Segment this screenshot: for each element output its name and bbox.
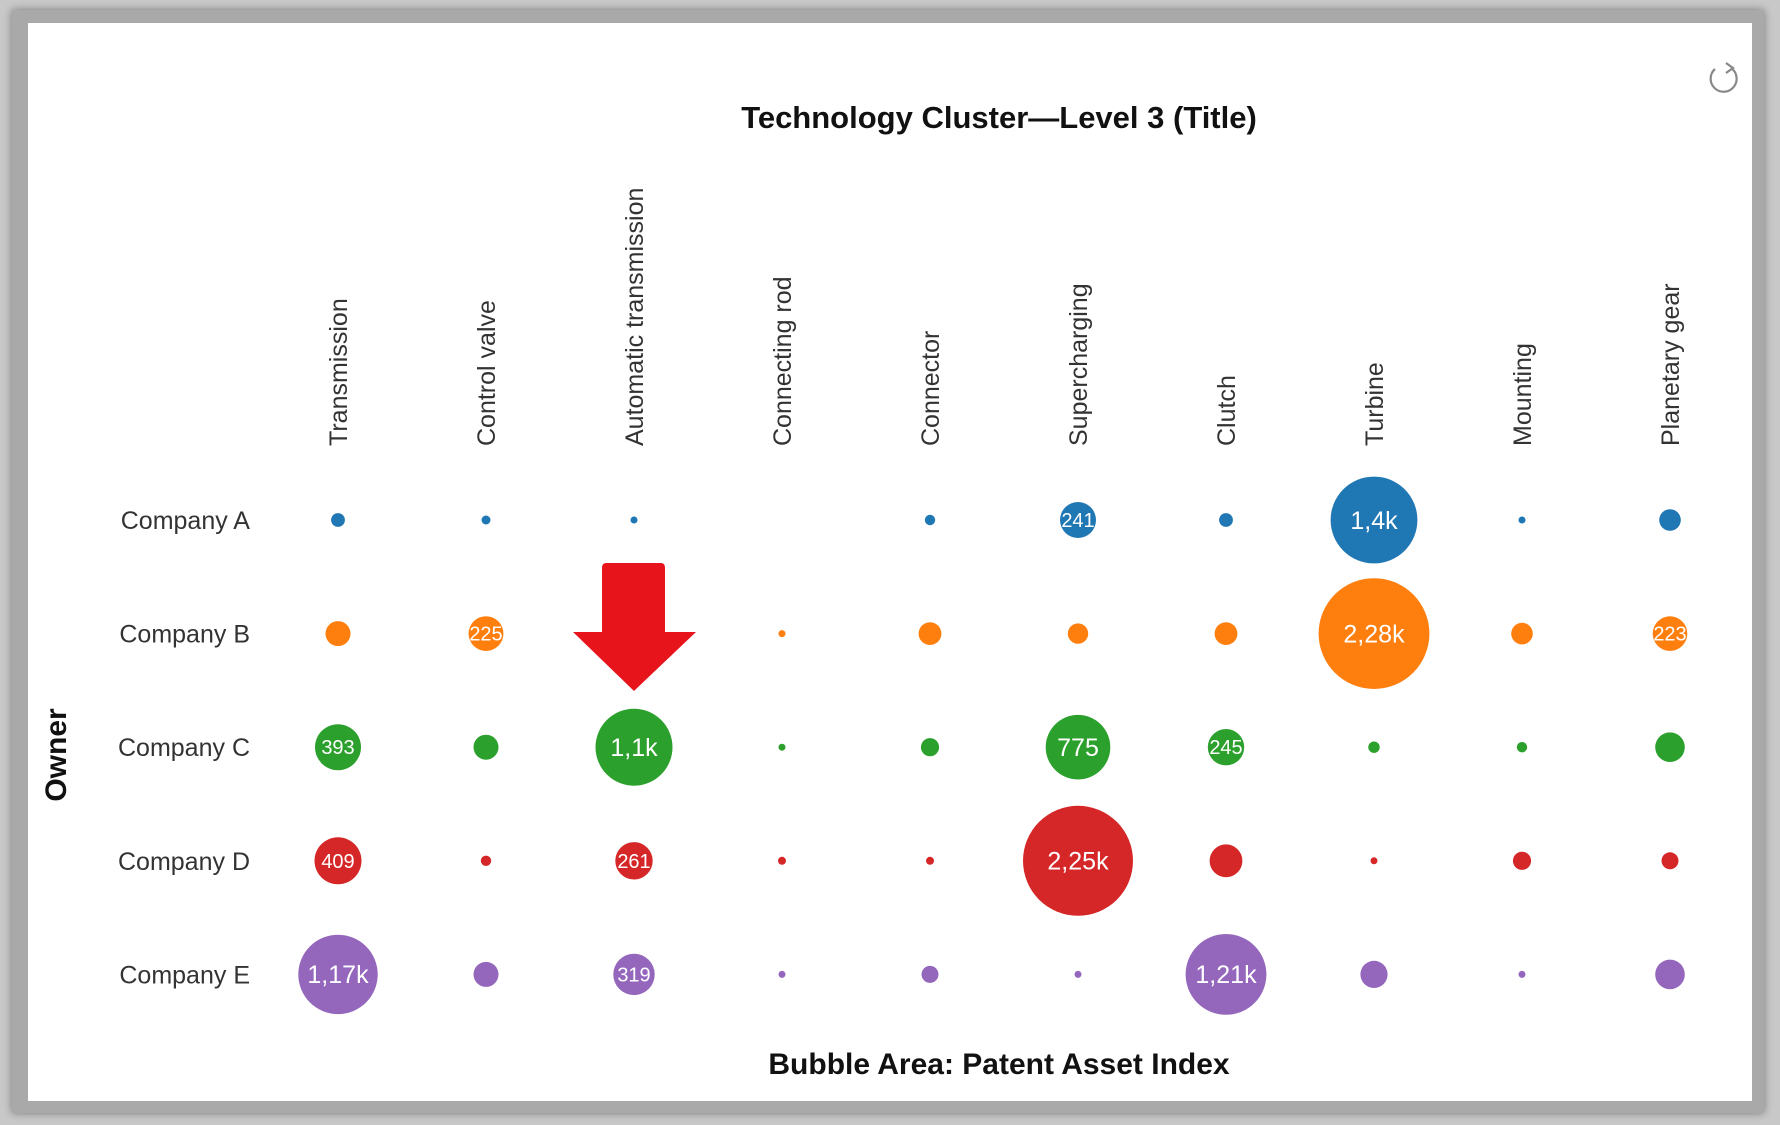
- bubble[interactable]: [615, 842, 653, 880]
- refresh-icon[interactable]: [1709, 62, 1738, 93]
- bubble[interactable]: [473, 734, 499, 760]
- bubble-data-label: 409: [321, 851, 354, 873]
- column-label: Connecting rod: [769, 276, 797, 446]
- bubble[interactable]: [1661, 852, 1679, 870]
- bubble-data-label: 2,25k: [1047, 848, 1109, 876]
- bubble-data-label: 1,1k: [610, 734, 658, 762]
- bubble[interactable]: [315, 724, 361, 771]
- bubble[interactable]: [1330, 476, 1418, 564]
- bubble-data-label: 2,28k: [1343, 620, 1405, 648]
- column-label: Control valve: [473, 300, 501, 446]
- red-arrow-annotation: [573, 563, 696, 691]
- bubble[interactable]: [468, 616, 504, 651]
- column-label: Turbine: [1361, 362, 1389, 446]
- bubble[interactable]: [921, 965, 939, 983]
- row-label: Company C: [118, 734, 250, 762]
- column-label: Transmission: [325, 298, 353, 446]
- bubble[interactable]: [595, 708, 673, 786]
- bubble[interactable]: [1045, 714, 1111, 780]
- bubble-data-label: 241: [1061, 510, 1094, 532]
- bubble[interactable]: [1219, 513, 1233, 527]
- bubble[interactable]: [473, 961, 499, 987]
- bubble-data-label: 393: [321, 737, 354, 759]
- bubble[interactable]: [1655, 732, 1685, 762]
- bubble-data-label: 1,4k: [1350, 507, 1398, 535]
- bubble-data-label: 775: [1057, 734, 1099, 762]
- bubble[interactable]: [1207, 729, 1245, 766]
- bubble[interactable]: [778, 856, 786, 865]
- bubble[interactable]: [325, 621, 351, 647]
- bubble-data-label: 245: [1209, 737, 1242, 759]
- bubble[interactable]: [778, 630, 786, 638]
- bubble[interactable]: [480, 855, 492, 866]
- bubble[interactable]: [1368, 741, 1380, 753]
- bubble[interactable]: [1074, 970, 1082, 978]
- bubble[interactable]: [613, 953, 655, 996]
- y-axis-label: Owner: [40, 708, 73, 802]
- bubble[interactable]: [1360, 960, 1388, 989]
- bubble[interactable]: [1067, 623, 1089, 644]
- bubble[interactable]: [630, 516, 638, 524]
- bubble-data-label: 319: [617, 964, 650, 986]
- bubble[interactable]: [1023, 805, 1133, 916]
- bubble-data-label: 1,17k: [307, 961, 369, 989]
- row-label: Company A: [121, 507, 251, 535]
- bubble[interactable]: [1655, 959, 1685, 990]
- column-label: Automatic transmission: [621, 188, 649, 446]
- bubble[interactable]: [918, 622, 942, 645]
- bubble-data-label: 223: [1653, 624, 1686, 646]
- row-label: Company B: [119, 621, 250, 649]
- column-label: Connector: [917, 331, 945, 446]
- row-label: Company D: [118, 848, 250, 876]
- bubble[interactable]: [1209, 844, 1243, 878]
- column-label: Mounting: [1509, 343, 1537, 446]
- column-label: Planetary gear: [1657, 283, 1685, 446]
- chart-title: Technology Cluster—Level 3 (Title): [741, 100, 1257, 135]
- bubble[interactable]: [1318, 578, 1430, 689]
- bubble[interactable]: [924, 514, 936, 526]
- bubble[interactable]: [1370, 857, 1378, 865]
- bubble[interactable]: [778, 970, 786, 978]
- bubble[interactable]: [314, 837, 362, 885]
- bubble[interactable]: [1518, 970, 1526, 978]
- bubble-data-label: 225: [469, 624, 502, 646]
- bubble-data-label: 261: [617, 851, 650, 873]
- bubble[interactable]: [1512, 851, 1532, 870]
- bubble[interactable]: [920, 738, 940, 757]
- bubble[interactable]: [1518, 516, 1526, 524]
- bubble[interactable]: [298, 934, 378, 1015]
- column-label: Supercharging: [1065, 283, 1093, 446]
- bubble[interactable]: [1659, 509, 1681, 531]
- bubble[interactable]: [926, 856, 934, 865]
- bubble[interactable]: [1516, 742, 1528, 753]
- bubble[interactable]: [1511, 622, 1533, 645]
- bubble[interactable]: [481, 515, 491, 525]
- bubble[interactable]: [1214, 622, 1238, 645]
- bubble-data-label: 1,21k: [1195, 961, 1257, 989]
- bubble[interactable]: [1060, 502, 1096, 538]
- bubble[interactable]: [1185, 934, 1267, 1015]
- column-label: Clutch: [1213, 375, 1241, 446]
- bubble[interactable]: [1652, 616, 1688, 651]
- size-legend-label: Bubble Area: Patent Asset Index: [768, 1048, 1230, 1081]
- chart-panel: [28, 23, 1752, 1101]
- bubble[interactable]: [331, 513, 345, 527]
- row-label: Company E: [119, 961, 250, 989]
- bubble[interactable]: [778, 743, 786, 751]
